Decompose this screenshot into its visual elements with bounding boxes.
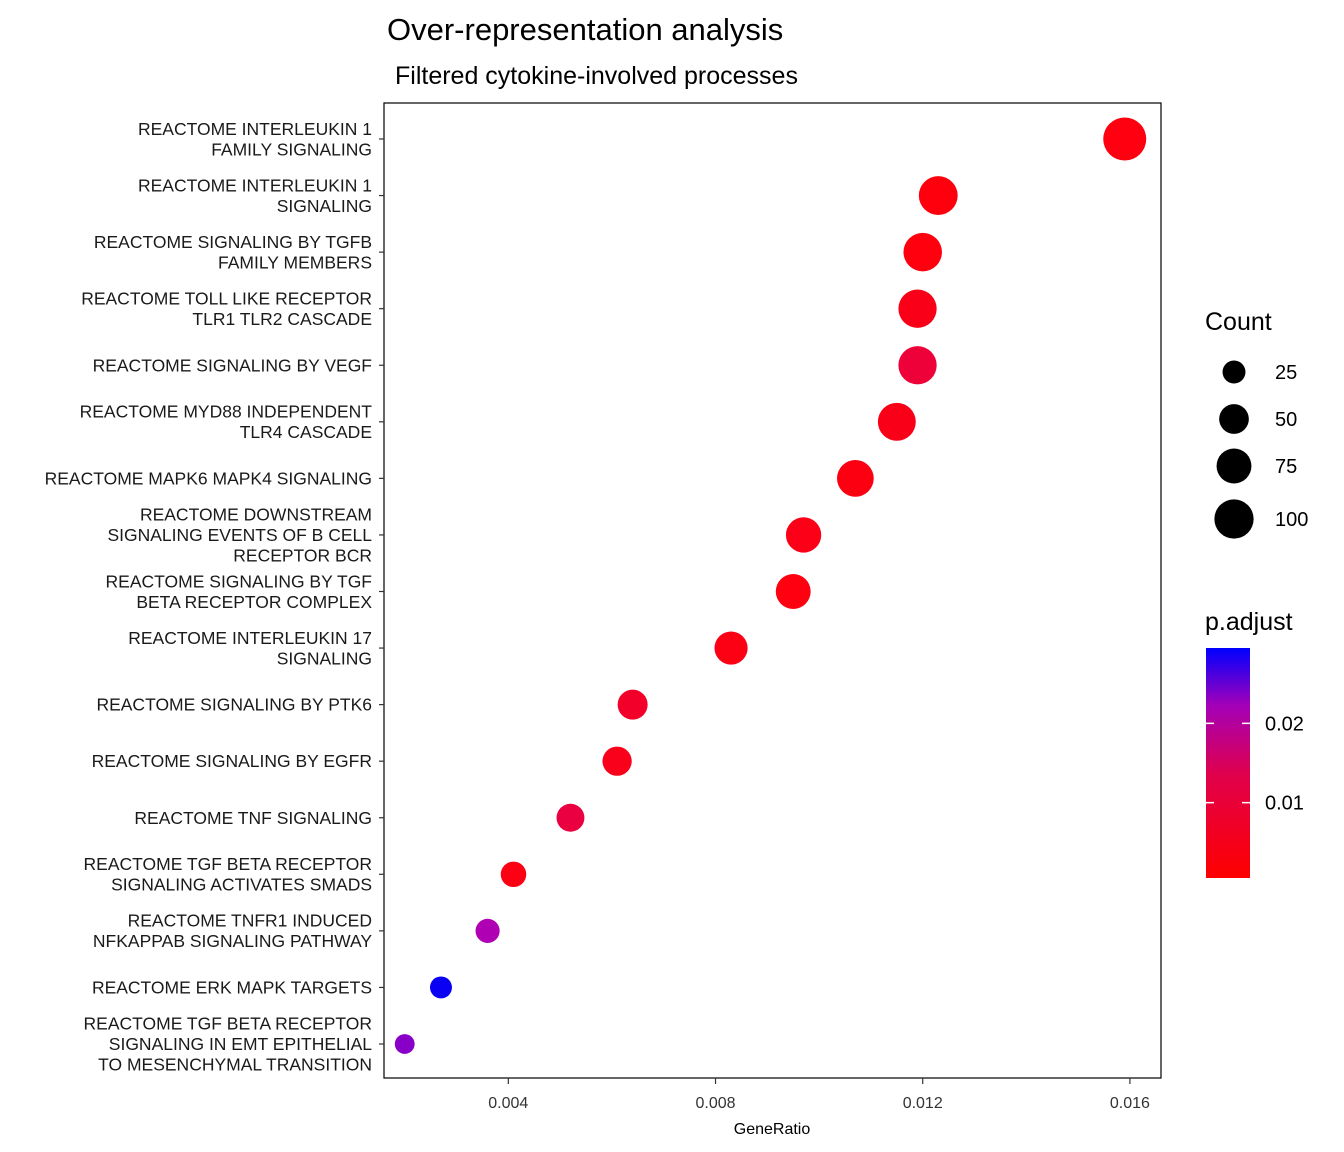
size-legend-label: 100: [1275, 509, 1308, 531]
y-tick-label-line: TLR1 TLR2 CASCADE: [192, 309, 372, 329]
y-tick-label: REACTOME SIGNALING BY TGFB FAMILY MEMBERS: [94, 232, 372, 273]
data-points: [394, 117, 1147, 1054]
y-tick-label-line: REACTOME INTERLEUKIN 1: [138, 175, 372, 195]
data-point: [475, 918, 500, 943]
y-tick-label-line: REACTOME TGF BETA RECEPTOR: [84, 854, 372, 874]
x-tick-label: 0.008: [695, 1095, 735, 1112]
y-tick-label-line: FAMILY SIGNALING: [211, 139, 372, 159]
y-tick-label: REACTOME DOWNSTREAM SIGNALING EVENTS OF B…: [107, 504, 372, 565]
data-point: [837, 460, 874, 497]
y-axis-ticks: [379, 138, 384, 1045]
data-point: [903, 232, 942, 272]
y-tick-label-line: REACTOME SIGNALING BY VEGF: [93, 355, 372, 375]
y-tick-label: REACTOME TNFR1 INDUCED NFKAPPAB SIGNALING…: [93, 911, 372, 952]
y-tick-label-line: REACTOME MAPK6 MAPK4 SIGNALING: [45, 468, 372, 488]
data-point: [617, 689, 648, 720]
y-tick-label-line: NFKAPPAB SIGNALING PATHWAY: [93, 931, 372, 951]
y-tick-label-line: SIGNALING: [277, 196, 372, 216]
size-legend-key: [1219, 404, 1249, 434]
y-tick-label: REACTOME TNF SIGNALING: [134, 808, 372, 828]
y-tick-label: REACTOME INTERLEUKIN 1 SIGNALING: [138, 175, 372, 216]
color-legend-label: 0.01: [1265, 793, 1304, 815]
y-tick-label-line: REACTOME TNFR1 INDUCED: [128, 911, 372, 931]
data-point: [500, 861, 527, 888]
y-tick-label: REACTOME INTERLEUKIN 1 FAMILY SIGNALING: [138, 119, 372, 160]
y-tick-label-line: REACTOME MYD88 INDEPENDENT: [80, 402, 373, 422]
y-tick-label: REACTOME INTERLEUKIN 17 SIGNALING: [128, 628, 372, 669]
color-legend-title: p.adjust: [1205, 608, 1293, 636]
y-tick-label: REACTOME TGF BETA RECEPTOR SIGNALING ACTI…: [84, 854, 372, 895]
y-tick-label-line: REACTOME SIGNALING BY PTK6: [96, 695, 372, 715]
data-point: [556, 803, 585, 832]
chart-subtitle: Filtered cytokine-involved processes: [395, 62, 798, 90]
y-tick-label: REACTOME TGF BETA RECEPTOR SIGNALING IN E…: [84, 1014, 373, 1075]
y-tick-label-line: REACTOME INTERLEUKIN 1: [138, 119, 372, 139]
x-tick-label: 0.016: [1110, 1095, 1150, 1112]
data-point: [898, 289, 937, 328]
data-point: [394, 1034, 415, 1054]
color-legend: p.adjust 0.01 0.02: [1205, 608, 1304, 878]
y-tick-label-line: SIGNALING: [277, 648, 372, 668]
color-legend-label: 0.02: [1265, 713, 1304, 735]
plot-panel: [383, 102, 1162, 1079]
data-point: [877, 402, 916, 441]
y-axis-labels: REACTOME INTERLEUKIN 1 FAMILY SIGNALINGRE…: [45, 119, 373, 1075]
size-legend-key: [1216, 448, 1252, 484]
y-tick-label-line: SIGNALING IN EMT EPITHELIAL: [109, 1034, 372, 1054]
size-legend-key: [1222, 360, 1246, 384]
y-tick-label: REACTOME MYD88 INDEPENDENT TLR4 CASCADE: [80, 402, 373, 443]
y-tick-label-line: TLR4 CASCADE: [240, 422, 372, 442]
data-point: [714, 631, 748, 665]
data-point: [602, 746, 632, 776]
size-legend-key: [1214, 499, 1254, 539]
size-legend: Count 25 50 75 100: [1205, 308, 1308, 539]
data-point: [918, 176, 958, 215]
data-point: [898, 346, 937, 385]
y-tick-label-line: REACTOME INTERLEUKIN 17: [128, 628, 372, 648]
y-tick-label-line: REACTOME TGF BETA RECEPTOR: [84, 1014, 372, 1034]
y-tick-label-line: REACTOME TNF SIGNALING: [134, 808, 372, 828]
y-tick-label: REACTOME ERK MAPK TARGETS: [92, 977, 372, 997]
data-point: [785, 517, 822, 553]
data-point: [1103, 117, 1147, 161]
y-tick-label-line: REACTOME SIGNALING BY TGF: [106, 571, 372, 591]
chart-title: Over-representation analysis: [387, 12, 783, 47]
y-tick-label-line: REACTOME SIGNALING BY EGFR: [92, 751, 372, 771]
y-tick-label: REACTOME SIGNALING BY EGFR: [92, 751, 372, 771]
color-legend-bar: [1206, 648, 1250, 878]
x-tick-label: 0.004: [488, 1095, 528, 1112]
y-tick-label-line: REACTOME TOLL LIKE RECEPTOR: [81, 288, 372, 308]
data-point: [429, 976, 452, 999]
size-legend-label: 25: [1275, 362, 1297, 384]
y-tick-label: REACTOME SIGNALING BY TGF BETA RECEPTOR C…: [106, 571, 373, 612]
y-tick-label-line: REACTOME ERK MAPK TARGETS: [92, 977, 372, 997]
y-tick-label-line: BETA RECEPTOR COMPLEX: [136, 592, 372, 612]
y-tick-label-line: REACTOME DOWNSTREAM: [140, 504, 372, 524]
y-tick-label: REACTOME MAPK6 MAPK4 SIGNALING: [45, 468, 372, 488]
size-legend-label: 75: [1275, 456, 1297, 478]
x-axis-title: GeneRatio: [734, 1121, 811, 1138]
size-legend-label: 50: [1275, 409, 1297, 431]
data-point: [775, 574, 811, 609]
x-tick-label: 0.012: [903, 1095, 943, 1112]
y-tick-label-line: SIGNALING ACTIVATES SMADS: [111, 875, 372, 895]
y-tick-label-line: FAMILY MEMBERS: [218, 252, 372, 272]
x-axis: 0.004 0.008 0.012 0.016: [488, 1078, 1150, 1112]
y-tick-label-line: TO MESENCHYMAL TRANSITION: [98, 1055, 372, 1075]
y-tick-label-line: SIGNALING EVENTS OF B CELL: [107, 525, 372, 545]
y-tick-label-line: RECEPTOR BCR: [233, 545, 372, 565]
y-tick-label: REACTOME TOLL LIKE RECEPTOR TLR1 TLR2 CAS…: [81, 288, 372, 329]
y-tick-label: REACTOME SIGNALING BY VEGF: [93, 355, 372, 375]
y-tick-label: REACTOME SIGNALING BY PTK6: [96, 695, 372, 715]
y-tick-label-line: REACTOME SIGNALING BY TGFB: [94, 232, 372, 252]
size-legend-title: Count: [1205, 308, 1272, 336]
